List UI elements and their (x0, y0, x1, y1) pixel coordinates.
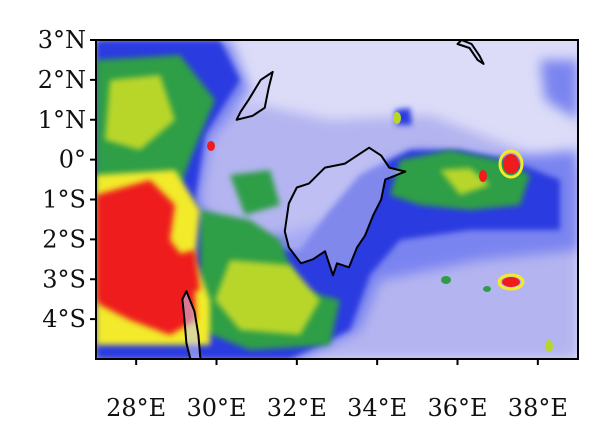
lake-outline (283, 146, 407, 277)
x-tick-label: 38°E (508, 394, 568, 422)
x-tick-label: 34°E (347, 394, 407, 422)
map-plot-area (96, 40, 578, 359)
y-axis-ticks: 3°N 2°N 1°N 0° 1°S 2°S 3°S 4°S (38, 26, 96, 333)
lake-outline (235, 70, 274, 121)
y-tick-label: 4°S (42, 305, 86, 333)
rainfall-convective-cells (207, 112, 553, 352)
cell-yellow-1 (393, 112, 401, 124)
cell-red-2 (502, 277, 520, 287)
y-tick-label: 1°S (42, 186, 86, 214)
x-tick-label: 36°E (427, 394, 487, 422)
lake-outline (181, 290, 202, 359)
cell-green-2 (483, 286, 491, 292)
lake-outline (456, 40, 485, 65)
cell-red-2-rim (497, 273, 525, 291)
x-tick-label: 30°E (186, 394, 246, 422)
y-tick-label: 3°S (42, 265, 86, 293)
cell-red-1-rim (498, 149, 524, 179)
y-tick-label: 1°N (38, 106, 86, 134)
x-axis-ticks: 28°E 30°E 32°E 34°E 36°E 38°E (106, 359, 568, 422)
cell-red-1 (503, 154, 519, 174)
y-tick-label: 0° (59, 146, 86, 174)
rainfall-yellow-green-field (105, 75, 490, 335)
cell-yellow-2 (545, 340, 553, 352)
x-tick-label: 28°E (106, 394, 166, 422)
lakes-layer (181, 40, 485, 359)
cell-red-4 (207, 141, 215, 151)
y-tick-label: 3°N (38, 26, 86, 54)
y-tick-label: 2°N (38, 66, 86, 94)
cell-green-1 (441, 276, 451, 284)
cell-red-3 (479, 170, 487, 182)
y-tick-label: 2°S (42, 225, 86, 253)
rainfall-red-field (96, 180, 200, 335)
x-tick-label: 32°E (267, 394, 327, 422)
